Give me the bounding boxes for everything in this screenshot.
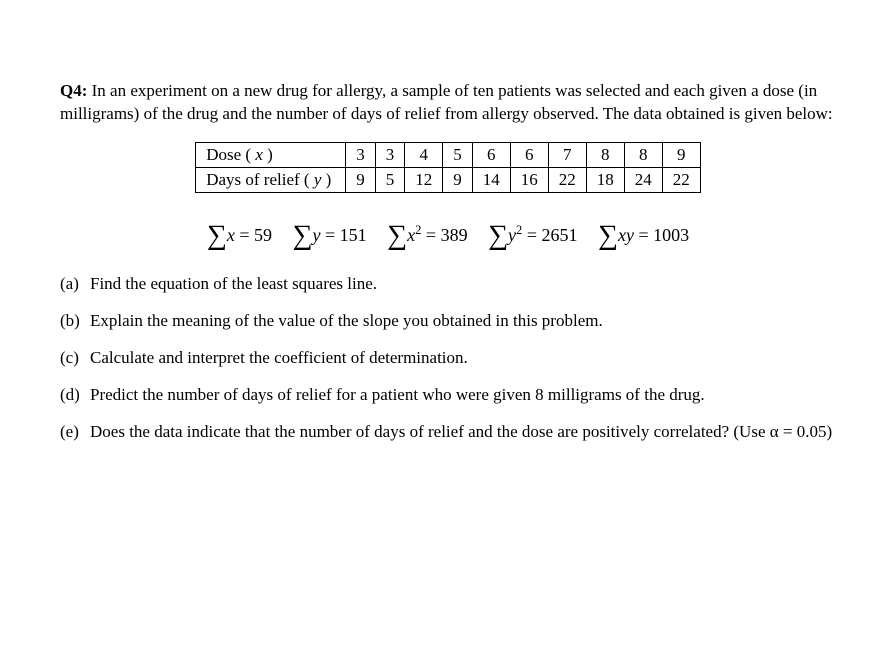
part-e: (e) Does the data indicate that the numb…	[60, 421, 836, 444]
cell: 8	[624, 142, 662, 167]
cell: 7	[548, 142, 586, 167]
part-text: Find the equation of the least squares l…	[90, 273, 836, 296]
part-text: Does the data indicate that the number o…	[90, 421, 836, 444]
sum-y2: ∑y2 = 2651	[488, 221, 577, 253]
question-intro: Q4: In an experiment on a new drug for a…	[60, 80, 836, 126]
part-d: (d) Predict the number of days of relief…	[60, 384, 836, 407]
cell: 3	[375, 142, 405, 167]
cell: 9	[346, 167, 376, 192]
part-a: (a) Find the equation of the least squar…	[60, 273, 836, 296]
row-label-dose: Dose ( x )	[196, 142, 346, 167]
part-label: (a)	[60, 273, 90, 296]
sum-xy: ∑xy = 1003	[598, 221, 689, 253]
part-label: (b)	[60, 310, 90, 333]
cell: 14	[472, 167, 510, 192]
subquestions: (a) Find the equation of the least squar…	[60, 273, 836, 444]
sum-y: ∑y = 151	[293, 221, 367, 253]
table-row: Days of relief ( y ) 9 5 12 9 14 16 22 1…	[196, 167, 701, 192]
cell: 22	[662, 167, 700, 192]
part-b: (b) Explain the meaning of the value of …	[60, 310, 836, 333]
cell: 3	[346, 142, 376, 167]
part-label: (c)	[60, 347, 90, 370]
cell: 4	[405, 142, 443, 167]
cell: 6	[472, 142, 510, 167]
cell: 5	[443, 142, 473, 167]
sum-x: ∑x = 59	[207, 221, 272, 253]
cell: 5	[375, 167, 405, 192]
cell: 9	[662, 142, 700, 167]
row-label-relief: Days of relief ( y )	[196, 167, 346, 192]
question-text: In an experiment on a new drug for aller…	[60, 81, 833, 123]
cell: 12	[405, 167, 443, 192]
table-row: Dose ( x ) 3 3 4 5 6 6 7 8 8 9	[196, 142, 701, 167]
cell: 8	[586, 142, 624, 167]
part-text: Calculate and interpret the coefficient …	[90, 347, 836, 370]
part-c: (c) Calculate and interpret the coeffici…	[60, 347, 836, 370]
cell: 6	[510, 142, 548, 167]
part-label: (d)	[60, 384, 90, 407]
cell: 9	[443, 167, 473, 192]
part-text: Explain the meaning of the value of the …	[90, 310, 836, 333]
summary-sums: ∑x = 59 ∑y = 151 ∑x2 = 389 ∑y2 = 2651 ∑x…	[60, 221, 836, 253]
cell: 18	[586, 167, 624, 192]
data-table: Dose ( x ) 3 3 4 5 6 6 7 8 8 9 Days of r…	[195, 142, 701, 193]
cell: 16	[510, 167, 548, 192]
question-page: Q4: In an experiment on a new drug for a…	[0, 0, 896, 498]
question-label: Q4:	[60, 81, 87, 100]
cell: 22	[548, 167, 586, 192]
sum-x2: ∑x2 = 389	[387, 221, 467, 253]
part-label: (e)	[60, 421, 90, 444]
cell: 24	[624, 167, 662, 192]
part-text: Predict the number of days of relief for…	[90, 384, 836, 407]
